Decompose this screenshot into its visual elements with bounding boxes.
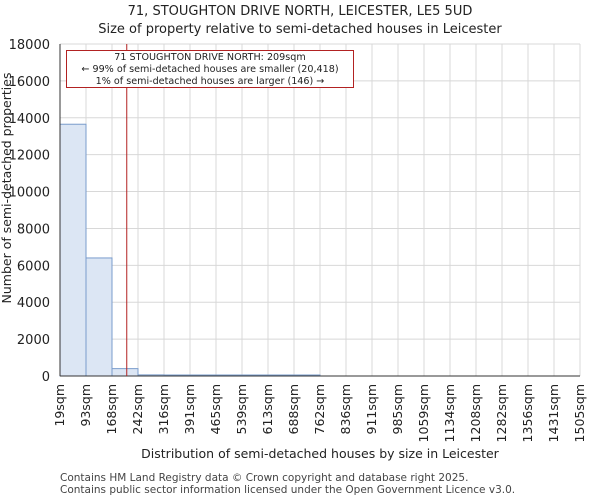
histogram-bar (59, 123, 87, 377)
footer-line-1: Contains HM Land Registry data © Crown c… (60, 472, 469, 484)
x-tick-label: 539sqm (234, 384, 249, 434)
x-tick-label: 19sqm (52, 384, 67, 427)
x-tick-label: 316sqm (156, 384, 171, 434)
y-tick-label: 18000 (9, 38, 50, 53)
y-tick-label: 16000 (9, 75, 50, 90)
y-tick-label: 2000 (17, 333, 50, 348)
histogram-bar (85, 257, 113, 377)
x-tick-label: 1356sqm (520, 384, 535, 442)
x-tick-label: 168sqm (104, 384, 119, 434)
chart-subtitle: Size of property relative to semi-detach… (98, 22, 502, 37)
chart-title: 71, STOUGHTON DRIVE NORTH, LEICESTER, LE… (127, 4, 473, 19)
x-tick-label: 1505sqm (572, 384, 587, 442)
x-tick-label: 1282sqm (494, 384, 509, 442)
x-tick-label: 985sqm (390, 384, 405, 434)
x-tick-label: 93sqm (78, 384, 93, 427)
x-tick-label: 1059sqm (416, 384, 431, 442)
y-tick-label: 14000 (9, 112, 50, 127)
x-tick-label: 836sqm (338, 384, 353, 434)
annotation-line-1: 71 STOUGHTON DRIVE NORTH: 209sqm (114, 52, 306, 63)
y-tick-label: 6000 (17, 259, 50, 274)
footer-line-2: Contains public sector information licen… (60, 484, 516, 496)
annotation-line-2: ← 99% of semi-detached houses are smalle… (81, 64, 339, 75)
y-tick-label: 12000 (9, 149, 50, 164)
x-axis-label: Distribution of semi-detached houses by … (141, 446, 499, 461)
y-tick-label: 10000 (9, 186, 50, 201)
x-tick-label: 465sqm (208, 384, 223, 434)
histogram-bar (111, 368, 139, 377)
x-tick-label: 242sqm (130, 384, 145, 434)
x-tick-label: 1431sqm (546, 384, 561, 442)
x-tick-label: 1134sqm (442, 384, 457, 442)
y-tick-label: 0 (42, 370, 50, 385)
x-tick-label: 688sqm (286, 384, 301, 434)
y-tick-label: 8000 (17, 222, 50, 237)
x-tick-label: 762sqm (312, 384, 327, 434)
x-tick-label: 391sqm (182, 384, 197, 434)
x-tick-label: 613sqm (260, 384, 275, 434)
y-axis-label: Number of semi-detached properties (0, 72, 14, 304)
x-tick-label: 1208sqm (468, 384, 483, 442)
marker-annotation: 71 STOUGHTON DRIVE NORTH: 209sqm ← 99% o… (66, 50, 354, 88)
x-tick-label: 911sqm (364, 384, 379, 434)
annotation-line-3: 1% of semi-detached houses are larger (1… (95, 76, 325, 87)
y-tick-label: 4000 (17, 296, 50, 311)
